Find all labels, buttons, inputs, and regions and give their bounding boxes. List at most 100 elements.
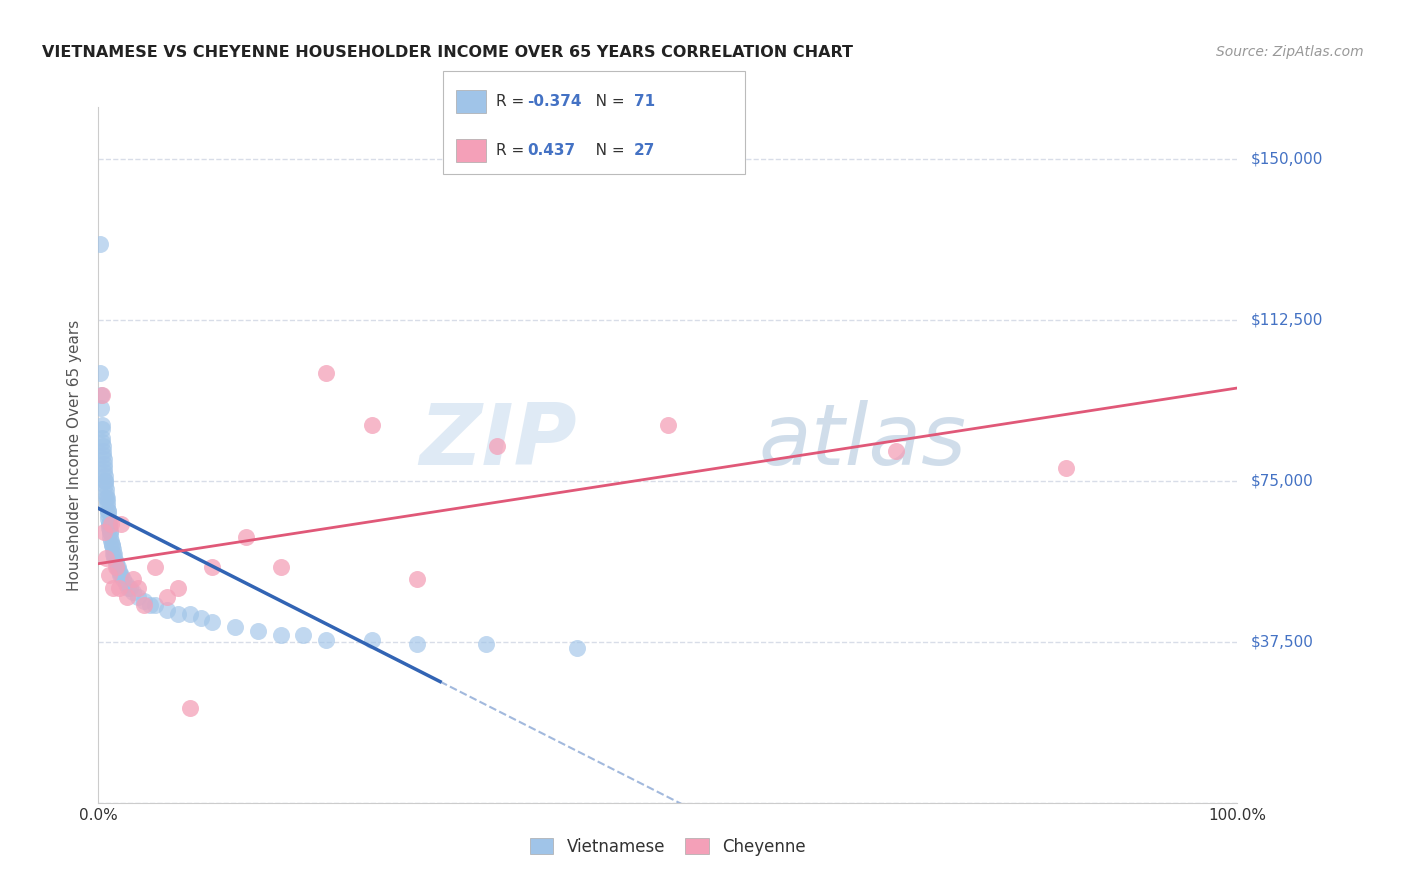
Point [406, 637, 429, 651]
Point [97, 512, 120, 526]
Point [97, 504, 120, 518]
Point [246, 624, 269, 638]
Text: $75,000: $75,000 [1251, 473, 1315, 488]
Point [121, 573, 143, 587]
Point [201, 559, 224, 574]
Point [657, 417, 679, 432]
Point [91, 435, 114, 450]
Legend: Vietnamese, Cheyenne: Vietnamese, Cheyenne [522, 830, 814, 864]
Text: $150,000: $150,000 [1251, 151, 1323, 166]
Point [235, 529, 257, 543]
Point [121, 585, 143, 599]
Point [315, 367, 337, 381]
Point [91, 431, 114, 445]
Text: ZIP: ZIP [419, 400, 576, 483]
Point [156, 602, 179, 616]
Point [108, 581, 131, 595]
Point [110, 568, 132, 582]
Point [104, 555, 127, 569]
Point [90, 401, 112, 415]
Text: R =: R = [496, 144, 534, 158]
Y-axis label: Householder Income Over 65 years: Householder Income Over 65 years [67, 319, 83, 591]
Point [100, 533, 122, 548]
Point [105, 559, 128, 574]
Point [94, 478, 117, 492]
Point [179, 701, 201, 715]
Text: N =: N = [581, 144, 628, 158]
Point [270, 559, 292, 574]
Point [138, 599, 160, 613]
Point [91, 448, 114, 462]
Text: -0.374: -0.374 [527, 94, 582, 109]
Point [97, 516, 120, 531]
Point [90, 422, 112, 436]
Point [91, 439, 114, 453]
Point [1056, 460, 1078, 475]
Point [406, 573, 429, 587]
Text: $112,500: $112,500 [1251, 312, 1323, 327]
Point [486, 439, 509, 453]
Point [108, 568, 131, 582]
Point [93, 465, 115, 479]
Point [96, 551, 118, 566]
Point [103, 581, 125, 595]
Point [97, 568, 120, 582]
Point [91, 443, 114, 458]
Point [103, 547, 125, 561]
Point [93, 457, 115, 471]
Point [103, 551, 125, 566]
Point [98, 525, 121, 540]
Point [112, 573, 135, 587]
Point [90, 417, 112, 432]
Point [315, 632, 337, 647]
Point [156, 590, 179, 604]
Point [89, 237, 111, 252]
Point [93, 452, 115, 467]
Point [100, 538, 122, 552]
Point [132, 599, 155, 613]
Point [96, 491, 118, 505]
Point [127, 581, 149, 595]
Point [98, 521, 121, 535]
Point [201, 615, 224, 630]
Point [360, 417, 382, 432]
Point [145, 599, 167, 613]
Point [224, 620, 246, 634]
Point [96, 486, 118, 500]
Point [884, 443, 907, 458]
Point [117, 581, 139, 595]
Point [107, 559, 129, 574]
Point [90, 388, 112, 402]
Point [127, 590, 149, 604]
Point [97, 508, 120, 522]
Text: N =: N = [581, 94, 628, 109]
Text: R =: R = [496, 94, 530, 109]
Text: 71: 71 [634, 94, 655, 109]
Point [101, 538, 124, 552]
Point [96, 491, 118, 505]
Point [360, 632, 382, 647]
Point [179, 607, 201, 621]
Text: 27: 27 [634, 144, 655, 158]
Text: Source: ZipAtlas.com: Source: ZipAtlas.com [1216, 45, 1364, 59]
Point [167, 581, 190, 595]
Point [115, 590, 138, 604]
Point [190, 611, 212, 625]
Point [145, 559, 167, 574]
Text: atlas: atlas [759, 400, 967, 483]
Point [97, 516, 120, 531]
Point [108, 564, 131, 578]
Point [94, 474, 117, 488]
Point [270, 628, 292, 642]
Point [96, 495, 118, 509]
Point [120, 581, 142, 595]
Text: $37,500: $37,500 [1251, 634, 1315, 649]
Point [94, 483, 117, 497]
Point [90, 388, 112, 402]
Point [93, 525, 115, 540]
Point [474, 637, 496, 651]
Point [94, 474, 117, 488]
Point [100, 516, 122, 531]
Point [96, 504, 118, 518]
Point [100, 529, 122, 543]
